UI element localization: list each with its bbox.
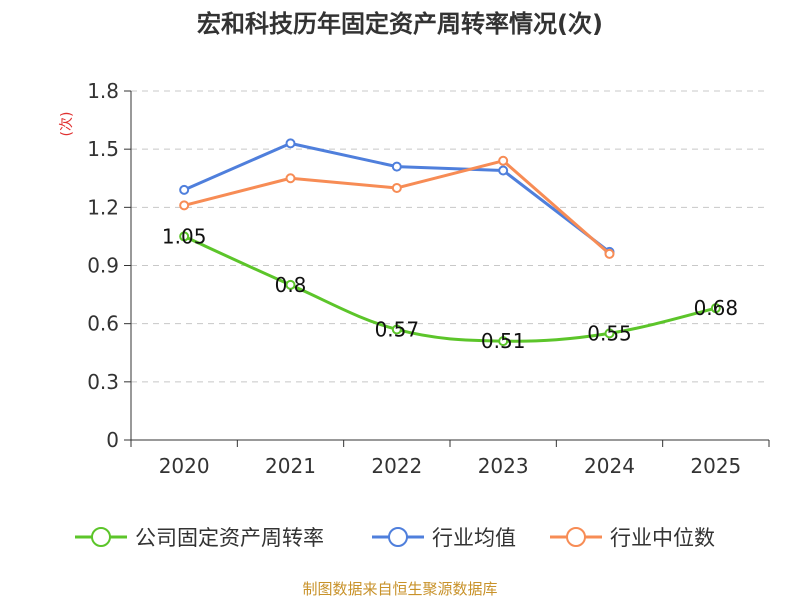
series-line-0 xyxy=(183,235,717,343)
data-point-0 xyxy=(285,279,296,290)
data-point-2 xyxy=(285,173,296,184)
legend-marker xyxy=(566,527,586,547)
grid xyxy=(131,90,769,383)
legend-item: 行业均值 xyxy=(372,526,516,550)
data-label: 0.8 xyxy=(275,273,307,297)
axes: 0 0.3 0.6 0.9 1.2 1.5 1.8 2020 2021 2022 2023 2024 2… xyxy=(87,79,770,478)
y-tick-label: 0.6 xyxy=(87,312,119,336)
y-tick-label: 1.2 xyxy=(87,195,119,219)
source-note: 制图数据来自恒生聚源数据库 xyxy=(302,580,497,598)
y-tick-label: 0.3 xyxy=(87,370,119,394)
data-point-1 xyxy=(285,138,296,149)
data-point-2 xyxy=(498,155,509,166)
data-label: 0.51 xyxy=(481,329,526,353)
data-point-1 xyxy=(498,165,509,176)
data-point-0 xyxy=(604,328,615,339)
legend-item: 行业中位数 xyxy=(550,526,715,550)
x-tick-label: 2023 xyxy=(478,454,529,478)
y-tick-label: 1.5 xyxy=(87,137,119,161)
data-label: 1.05 xyxy=(162,224,207,248)
y-axis-unit: (次) xyxy=(59,112,75,137)
legend: 公司固定资产周转率 行业均值 行业中位数 xyxy=(75,526,715,550)
series xyxy=(179,138,721,347)
legend-marker xyxy=(388,527,408,547)
chart-title: 宏和科技历年固定资产周转率情况(次) xyxy=(197,10,603,38)
legend-marker xyxy=(91,527,111,547)
data-point-2 xyxy=(391,182,402,193)
y-tick-label: 0 xyxy=(106,428,119,452)
legend-label: 公司固定资产周转率 xyxy=(135,526,324,550)
data-point-2 xyxy=(604,248,615,259)
legend-label: 行业中位数 xyxy=(610,526,715,550)
x-tick-label: 2020 xyxy=(159,454,210,478)
data-point-0 xyxy=(498,336,509,347)
data-point-1 xyxy=(179,184,190,195)
data-label: 0.55 xyxy=(587,321,632,345)
x-tick-label: 2025 xyxy=(690,454,741,478)
x-tick-label: 2021 xyxy=(265,454,316,478)
data-labels: 1.05 0.8 0.57 0.51 0.55 0.68 xyxy=(162,224,738,353)
data-label: 0.57 xyxy=(375,317,420,341)
data-point-0 xyxy=(179,231,190,242)
y-tick-label: 1.8 xyxy=(87,79,119,103)
x-tick-label: 2024 xyxy=(584,454,635,478)
data-point-0 xyxy=(710,303,721,314)
x-tick-label: 2022 xyxy=(371,454,422,478)
legend-label: 行业均值 xyxy=(432,526,516,550)
data-point-0 xyxy=(391,324,402,335)
data-label: 0.68 xyxy=(694,296,739,320)
data-point-1 xyxy=(391,161,402,172)
data-point-2 xyxy=(179,200,190,211)
y-tick-label: 0.9 xyxy=(87,254,119,278)
legend-item: 公司固定资产周转率 xyxy=(75,526,324,550)
